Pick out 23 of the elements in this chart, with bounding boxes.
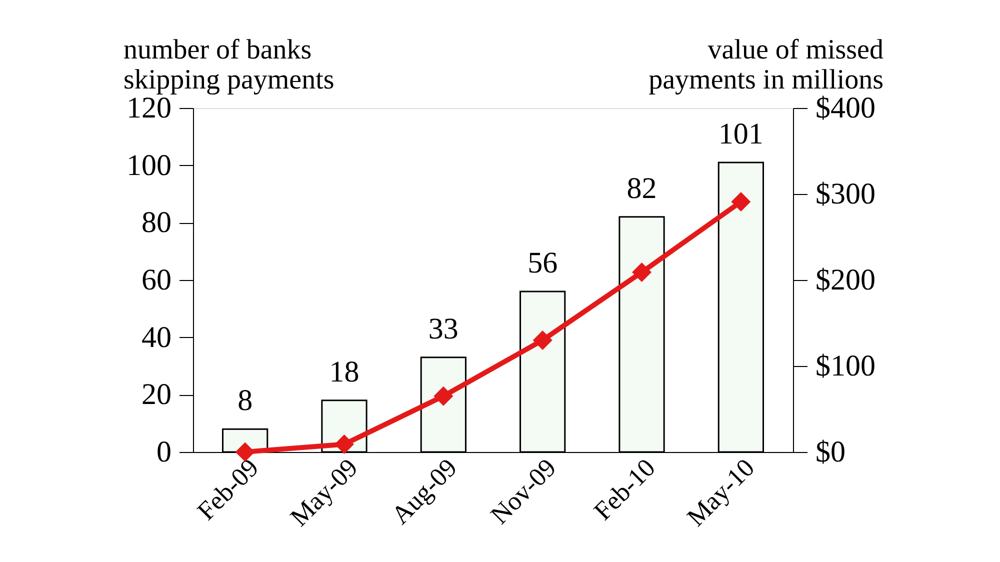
y-tick-label: 40 — [142, 320, 172, 354]
data-label: 82 — [626, 172, 657, 205]
data-label: 8 — [238, 384, 253, 418]
data-label: 33 — [428, 312, 458, 346]
y2-tick-label: $100 — [816, 350, 876, 382]
point — [235, 442, 255, 462]
data-label: 56 — [528, 246, 558, 280]
y2-tick-label: $300 — [816, 178, 876, 210]
point — [334, 434, 354, 454]
y-axis-title: number of banks skipping payments — [124, 34, 334, 96]
y-tick-label: 100 — [126, 148, 172, 182]
y-tick-label: 20 — [142, 378, 172, 412]
y2-tick-label: $200 — [816, 264, 876, 296]
y-tick-label: 0 — [156, 436, 172, 468]
point — [532, 330, 552, 350]
point — [434, 386, 454, 406]
y2-tick-label: $0 — [816, 436, 846, 468]
data-label: 18 — [329, 355, 360, 388]
y-tick-label: 60 — [142, 264, 172, 296]
y-tick-label: 80 — [142, 206, 172, 240]
point — [632, 262, 652, 282]
point — [731, 192, 751, 212]
data-label: 101 — [718, 117, 764, 150]
